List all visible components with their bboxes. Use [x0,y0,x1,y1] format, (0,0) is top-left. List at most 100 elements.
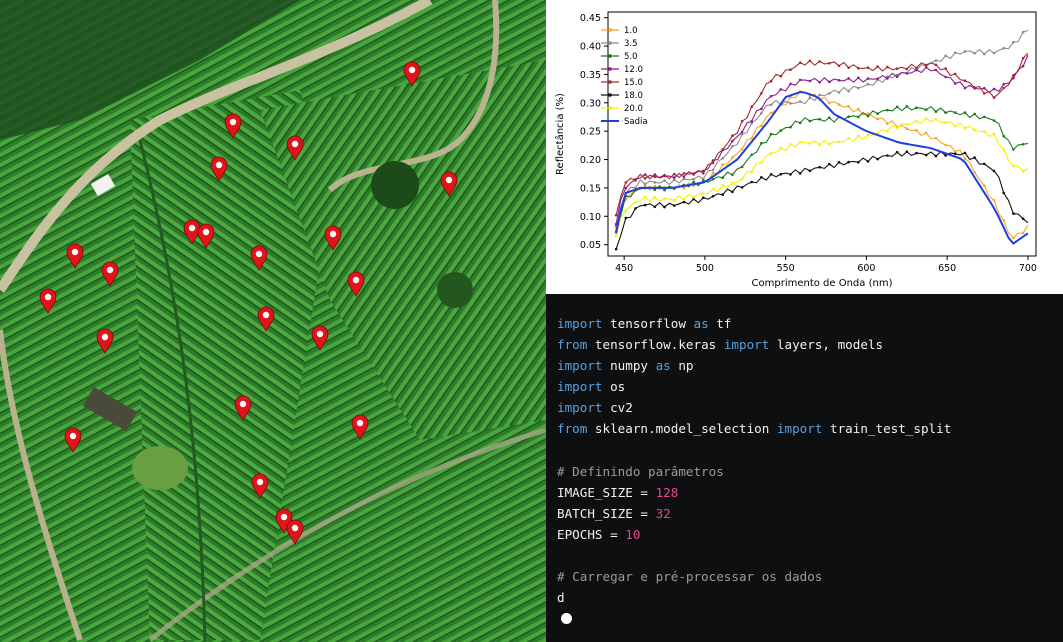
code-line[interactable]: EPOCHS = 10 [557,524,951,545]
series-point [963,151,967,155]
map-pin-icon[interactable] [101,261,119,287]
map-pin-icon[interactable] [440,171,458,197]
series-point [692,195,695,199]
series-point [837,79,841,82]
series-point [760,141,763,145]
series-point [963,111,967,114]
y-tick-label: 0.40 [580,42,601,53]
map-pin-icon[interactable] [257,306,275,332]
series-point [857,161,860,164]
series-point [702,177,705,181]
map-pin-icon[interactable] [250,245,268,271]
series-point [682,177,686,181]
x-tick-label: 500 [696,263,714,274]
map-pin-icon[interactable] [351,414,369,440]
series-point [818,117,821,121]
series-point [663,173,666,177]
series-point [731,190,734,194]
map-pin-icon[interactable] [403,61,421,87]
code-line[interactable]: import cv2 [557,397,951,418]
series-point [934,68,938,72]
code-line[interactable]: import tensorflow as tf [557,313,951,334]
series-point [847,104,850,108]
series-point [711,187,715,191]
x-tick-label: 450 [615,263,633,274]
series-point [837,103,841,106]
series-point [857,86,860,90]
code-token: tensorflow [602,316,694,331]
series-point [798,172,802,175]
map-pin-icon[interactable] [210,156,228,182]
series-point [828,92,831,95]
series-point [643,195,647,199]
map-pin-icon[interactable] [39,288,57,314]
legend-label: 15.0 [624,78,643,88]
series-point [653,188,657,192]
series-point [653,205,657,209]
legend-entry: 12.0 [601,65,643,75]
series-point [953,150,957,153]
code-line[interactable]: d [557,587,951,608]
series-point [731,144,734,148]
series-point [828,162,831,166]
series-point [924,66,928,69]
series-point [857,66,860,70]
code-line[interactable]: # Definindo parâmetros [557,461,951,482]
code-line[interactable]: from sklearn.model_selection import trai… [557,418,951,439]
map-pin-icon[interactable] [224,113,242,139]
map-pin-icon[interactable] [96,328,114,354]
map-pin-icon[interactable] [311,325,329,351]
map-pin-icon[interactable] [197,223,215,249]
code-line[interactable] [557,545,951,566]
code-token: d [557,590,565,606]
series-point [837,64,841,68]
series-point [1002,148,1005,151]
code-line[interactable]: from tensorflow.keras import layers, mod… [557,334,951,355]
series-point [1012,164,1015,168]
map-pin-icon[interactable] [286,135,304,161]
series-point [672,204,676,207]
series-point [1002,191,1005,195]
code-token: # Carregar e pré-processar os dados [557,569,823,585]
series-point [963,79,967,82]
series-point [750,153,753,157]
series-point [837,140,841,144]
series-point [643,182,647,186]
code-line[interactable]: import numpy as np [557,355,951,376]
plot-frame [607,11,1037,257]
series-point [983,162,986,166]
series-point [769,173,773,176]
series-point [634,179,637,182]
series-point [828,116,831,119]
code-token: 128 [655,484,679,500]
code-token: import [557,316,603,331]
code-line[interactable]: BATCH_SIZE = 32 [557,503,951,524]
series-point [789,102,792,105]
map-pin-icon[interactable] [66,243,84,269]
code-block[interactable]: import tensorflow as tf from tensorflow.k… [557,313,951,608]
code-line[interactable]: import os [557,376,951,397]
series-point [750,136,753,140]
series-point [614,222,618,226]
map-pin-icon[interactable] [286,519,304,545]
map-pin-icon[interactable] [64,427,82,453]
series-point [1012,236,1015,240]
code-editor[interactable]: import tensorflow as tf from tensorflow.k… [546,294,1063,642]
series-point [769,79,773,83]
code-line[interactable] [557,440,951,461]
aerial-map[interactable] [0,0,546,642]
code-line[interactable]: IMAGE_SIZE = 128 [557,482,951,503]
series-point [731,156,734,159]
series-point [886,65,889,69]
map-pin-icon[interactable] [234,395,252,421]
series-point [905,150,909,153]
map-pin-icon[interactable] [324,225,342,251]
series-point [643,173,647,176]
map-pin-icon[interactable] [251,473,269,499]
series-point [857,107,860,111]
map-pin-icon[interactable] [347,271,365,297]
series-point [808,119,812,123]
series-point [721,163,724,166]
map-pin-icon[interactable] [275,508,293,534]
code-line[interactable]: # Carregar e pré-processar os dados [557,566,951,587]
